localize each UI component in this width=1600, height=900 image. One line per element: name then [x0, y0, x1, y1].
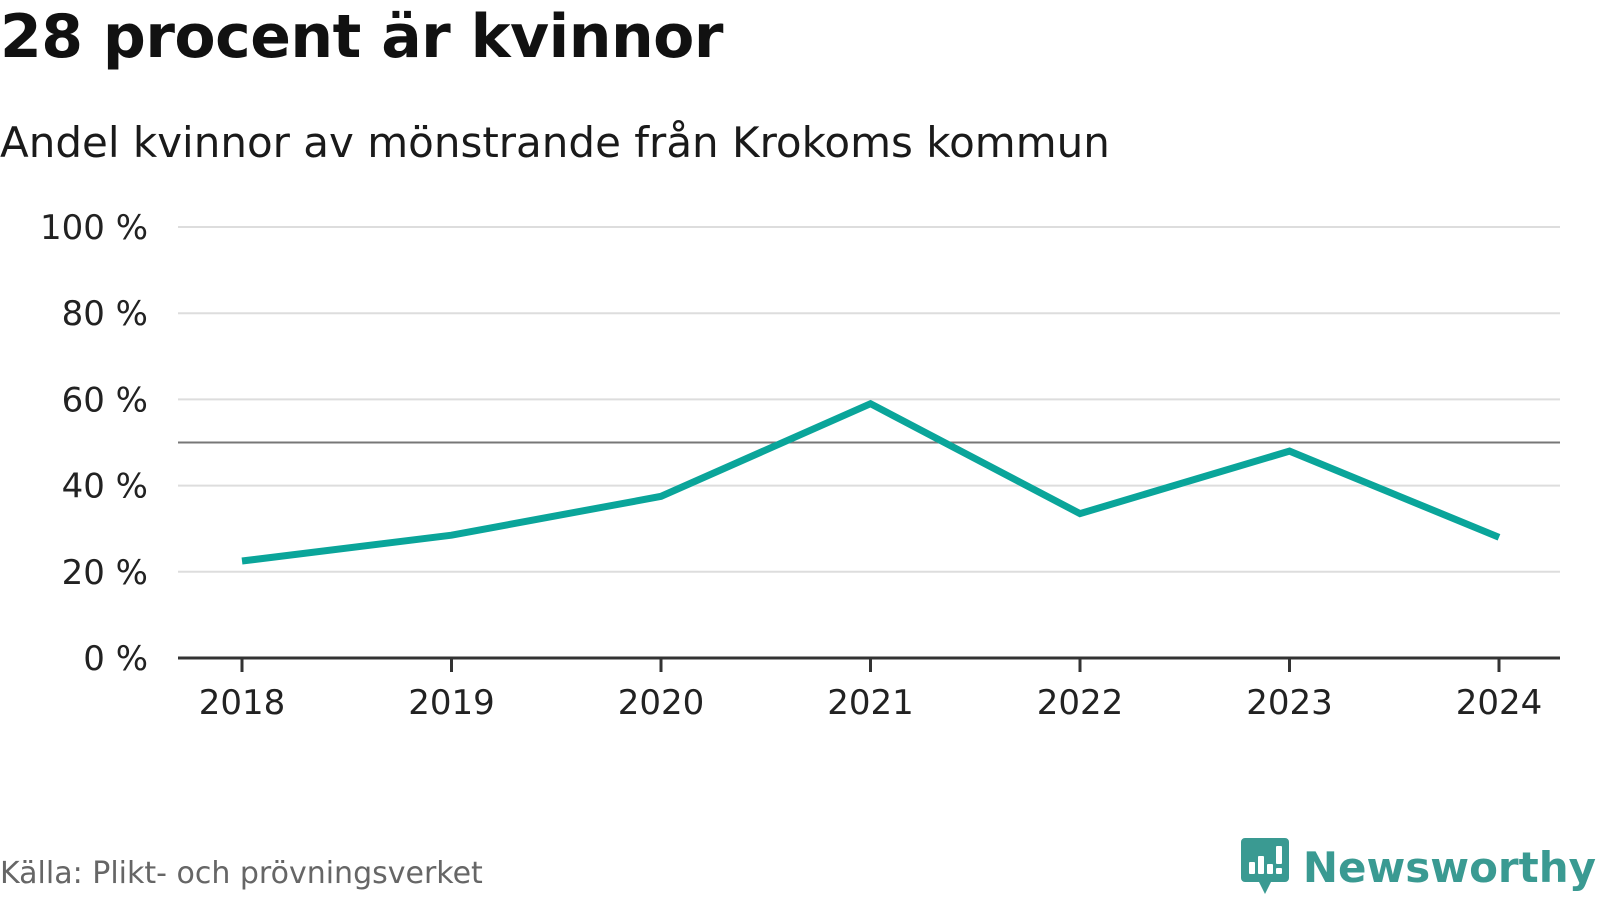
x-tick-label: 2021 — [827, 683, 914, 723]
y-tick-label: 0 % — [83, 639, 148, 679]
series-line — [241, 399, 1501, 565]
chart-title: 28 procent är kvinnor — [0, 2, 723, 72]
newsworthy-logo-icon — [1240, 838, 1289, 894]
y-tick-label: 40 % — [62, 467, 148, 507]
grid-lines — [178, 226, 1560, 573]
y-tick-label: 20 % — [62, 553, 148, 593]
brand-logo: Newsworthy — [1240, 838, 1596, 896]
x-tick-label: 2018 — [199, 683, 286, 723]
y-tick-label: 100 % — [40, 208, 148, 248]
y-tick-label: 80 % — [62, 294, 148, 334]
chart-subtitle: Andel kvinnor av mönstrande från Krokoms… — [0, 118, 1110, 167]
series-lines — [241, 399, 1501, 565]
x-axis — [178, 656, 1560, 672]
x-tick-label: 2023 — [1246, 683, 1333, 723]
source-note: Källa: Plikt- och prövningsverket — [0, 856, 483, 891]
x-tick-label: 2024 — [1456, 683, 1543, 723]
y-axis-tick-labels: 0 % 20 % 40 % 60 % 80 % 100 % — [40, 208, 148, 679]
brand-name: Newsworthy — [1302, 842, 1596, 892]
y-tick-label: 60 % — [62, 380, 148, 420]
x-tick-label: 2020 — [618, 683, 705, 723]
x-tick-label: 2022 — [1037, 683, 1124, 723]
x-tick-label: 2019 — [408, 683, 495, 723]
x-axis-tick-labels: 2018 2019 2020 2021 2022 2023 2024 — [199, 683, 1543, 723]
